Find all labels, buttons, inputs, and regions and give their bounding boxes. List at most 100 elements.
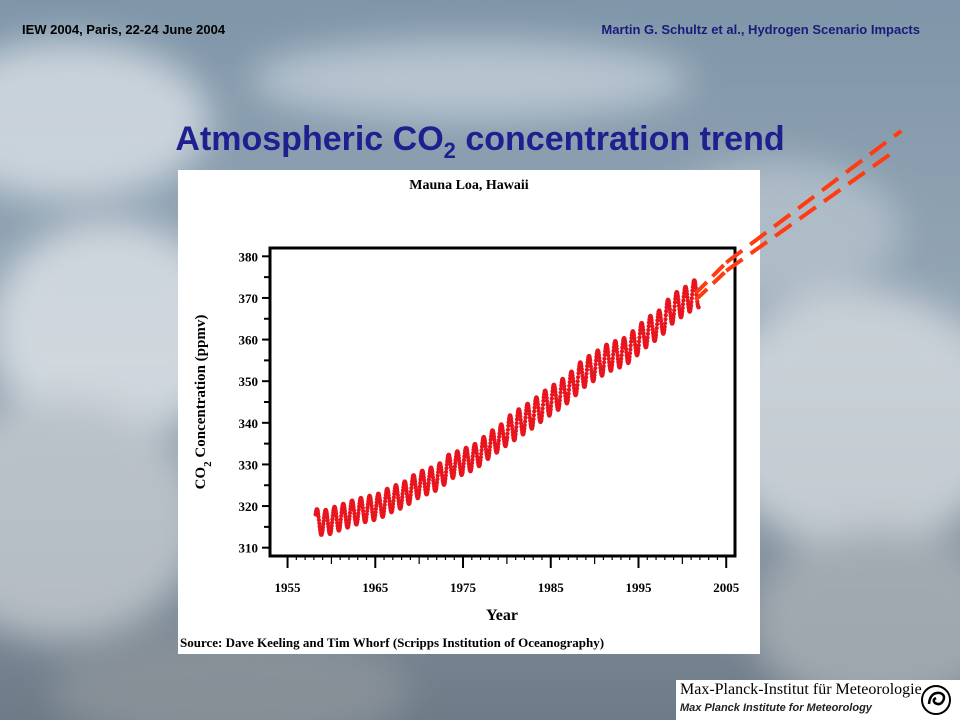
- data-point: [585, 364, 590, 369]
- data-point: [461, 461, 466, 466]
- data-point: [360, 502, 365, 508]
- data-point: [654, 326, 659, 331]
- data-point: [615, 350, 620, 355]
- data-point: [606, 356, 611, 362]
- data-point: [566, 387, 572, 392]
- data-point: [487, 444, 493, 449]
- data-point: [554, 396, 559, 401]
- data-point: [365, 508, 370, 514]
- data-point: [514, 417, 520, 422]
- data-point: [637, 335, 642, 340]
- data-point: [347, 514, 352, 519]
- data-point: [400, 491, 405, 496]
- data-point: [633, 342, 638, 347]
- data-point: [487, 448, 492, 453]
- data-point: [339, 513, 344, 518]
- data-point: [381, 509, 387, 514]
- data-point: [558, 386, 564, 392]
- data-point: [632, 336, 637, 341]
- data-point: [539, 413, 545, 418]
- data-point: [369, 507, 374, 512]
- x-tick-label: 1955: [275, 580, 302, 595]
- header-event: IEW 2004, Paris, 22-24 June 2004: [22, 22, 226, 37]
- data-point: [632, 339, 637, 344]
- data-point: [513, 432, 518, 437]
- data-point: [387, 499, 392, 504]
- data-point: [329, 523, 334, 529]
- data-point: [672, 300, 678, 305]
- data-point: [408, 496, 413, 501]
- data-point: [505, 431, 510, 436]
- data-point: [466, 458, 471, 463]
- y-axis: 310 320 330 340 350 360 370 380: [239, 249, 270, 556]
- data-point: [479, 451, 484, 456]
- data-point: [478, 455, 483, 460]
- data-point: [531, 413, 537, 418]
- data-point: [544, 398, 550, 404]
- data-point: [505, 435, 510, 440]
- data-point: [478, 458, 483, 463]
- data-point: [395, 493, 400, 498]
- data-point: [364, 512, 369, 517]
- x-tick-label: 2005: [713, 580, 740, 595]
- data-point: [369, 500, 374, 505]
- data-point: [628, 343, 633, 348]
- chart-source: Source: Dave Keeling and Tim Whorf (Scri…: [180, 635, 604, 650]
- data-point: [602, 356, 607, 361]
- data-point: [575, 379, 580, 384]
- data-point: [610, 362, 615, 368]
- y-axis-label-sub: 2: [202, 461, 214, 467]
- data-point: [593, 358, 599, 363]
- header-authors: Martin G. Schultz et al., Hydrogen Scena…: [601, 22, 920, 37]
- data-point: [663, 321, 668, 326]
- data-point: [382, 502, 387, 507]
- data-point: [443, 473, 448, 478]
- data-point: [601, 367, 606, 372]
- data-point: [320, 525, 325, 530]
- data-point: [330, 517, 335, 522]
- data-point: [391, 495, 396, 500]
- data-point: [575, 383, 580, 388]
- data-point: [606, 353, 611, 358]
- data-point: [413, 482, 418, 487]
- data-point: [426, 477, 431, 482]
- data-point: [436, 470, 441, 475]
- data-point: [580, 373, 585, 378]
- data-point: [466, 455, 471, 460]
- data-point: [470, 454, 475, 459]
- logo-name-english: Max Planck Institute for Meteorology: [680, 702, 872, 714]
- data-point: [549, 400, 554, 405]
- data-point: [470, 460, 475, 466]
- slide-title-text: Atmospheric CO: [175, 120, 444, 158]
- data-point: [589, 367, 594, 372]
- data-point: [352, 511, 357, 516]
- data-point: [426, 484, 431, 489]
- data-point: [334, 514, 339, 519]
- data-point: [444, 469, 449, 475]
- data-point: [636, 343, 641, 348]
- data-point: [544, 395, 549, 400]
- data-point: [671, 311, 677, 317]
- data-point: [553, 389, 558, 395]
- data-point: [548, 404, 554, 409]
- data-point: [443, 476, 448, 481]
- data-point: [566, 395, 571, 400]
- data-point: [623, 343, 628, 348]
- data-point: [541, 398, 546, 403]
- projection-line-extension: [725, 151, 893, 273]
- data-point: [637, 331, 643, 336]
- projection-line-extension: [725, 129, 903, 265]
- data-point: [522, 423, 527, 428]
- data-point: [655, 318, 660, 323]
- data-point: [418, 480, 423, 486]
- data-point: [399, 498, 404, 503]
- data-point: [487, 451, 492, 456]
- data-point: [654, 329, 659, 334]
- data-point: [461, 464, 466, 469]
- data-point: [457, 459, 462, 464]
- data-point: [417, 484, 422, 489]
- co2-data-points: [313, 278, 701, 537]
- data-point: [663, 317, 668, 322]
- data-point: [623, 346, 629, 351]
- data-point: [645, 331, 651, 336]
